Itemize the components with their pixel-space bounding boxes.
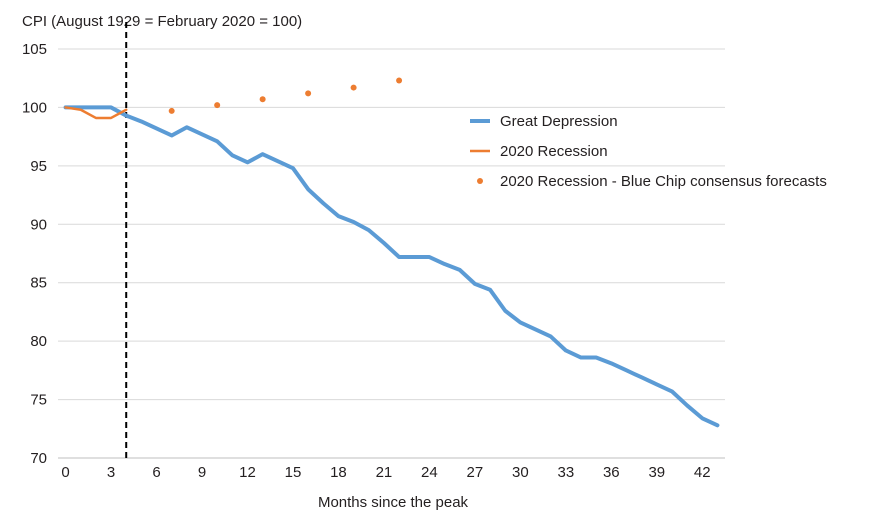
y-tick-label: 100 [22,99,47,116]
forecast-point [259,96,266,103]
y-tick-label: 105 [22,41,47,58]
legend-label-2: 2020 Recession - Blue Chip consensus for… [500,173,827,190]
forecast-point [214,102,221,109]
forecast-point [350,84,357,91]
x-axis-label: Months since the peak [318,494,469,511]
forecast-point [396,77,403,84]
x-tick-label: 39 [648,464,665,481]
x-axis-ticks: 0 3 6 9 12 15 18 21 24 27 30 33 36 39 42 [61,464,710,481]
legend-label-0: Great Depression [500,113,618,130]
x-tick-label: 33 [557,464,574,481]
x-tick-label: 24 [421,464,438,481]
legend: Great Depression 2020 Recession 2020 Reces… [470,113,827,190]
x-tick-label: 0 [61,464,69,481]
x-tick-label: 36 [603,464,620,481]
series-group [63,77,720,428]
y-tick-label: 95 [30,158,47,175]
x-tick-label: 9 [198,464,206,481]
y-tick-label: 85 [30,275,47,292]
forecast-point [168,107,175,114]
gridlines [58,48,725,401]
y-axis-ticks: 70 75 80 85 90 95 100 105 [22,41,47,467]
series-line-0 [63,105,720,428]
series-line-1 [64,106,128,120]
x-tick-label: 12 [239,464,256,481]
y-tick-label: 70 [30,450,47,467]
x-tick-label: 30 [512,464,529,481]
x-tick-label: 6 [152,464,160,481]
x-tick-label: 3 [107,464,115,481]
y-tick-label: 75 [30,392,47,409]
x-tick-label: 18 [330,464,347,481]
legend-swatch-2 [477,178,483,184]
x-tick-label: 27 [467,464,484,481]
y-tick-label: 90 [30,216,47,233]
y-tick-label: 80 [30,333,47,350]
x-tick-label: 21 [376,464,393,481]
legend-label-1: 2020 Recession [500,143,608,160]
forecast-point [305,90,312,97]
x-tick-label: 15 [285,464,302,481]
chart-title: CPI (August 1929 = February 2020 = 100) [22,13,302,30]
x-tick-label: 42 [694,464,711,481]
